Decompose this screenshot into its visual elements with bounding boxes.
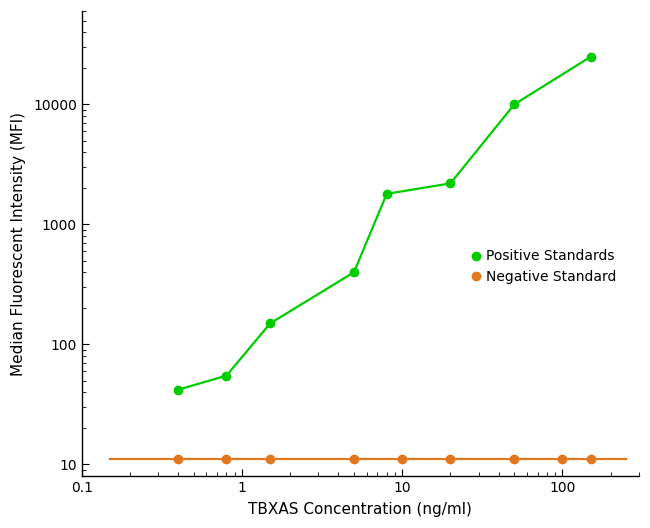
Positive Standards (447, 180, 454, 186)
X-axis label: TBXAS Concentration (ng/ml): TBXAS Concentration (ng/ml) (248, 502, 473, 517)
Negative Standard (266, 456, 274, 463)
Positive Standards (174, 386, 182, 393)
Positive Standards (587, 53, 595, 60)
Line: Negative Standard: Negative Standard (174, 455, 595, 464)
Negative Standard (510, 456, 518, 463)
Positive Standards (222, 372, 230, 379)
Negative Standard (398, 456, 406, 463)
Line: Positive Standards: Positive Standards (174, 53, 595, 394)
Positive Standards (266, 320, 274, 326)
Negative Standard (587, 456, 595, 463)
Legend: Positive Standards, Negative Standard: Positive Standards, Negative Standard (468, 245, 621, 288)
Negative Standard (447, 456, 454, 463)
Positive Standards (383, 191, 391, 197)
Y-axis label: Median Fluorescent Intensity (MFI): Median Fluorescent Intensity (MFI) (11, 111, 26, 375)
Negative Standard (350, 456, 358, 463)
Positive Standards (350, 269, 358, 276)
Negative Standard (222, 456, 230, 463)
Negative Standard (174, 456, 182, 463)
Negative Standard (558, 456, 566, 463)
Positive Standards (510, 101, 518, 108)
